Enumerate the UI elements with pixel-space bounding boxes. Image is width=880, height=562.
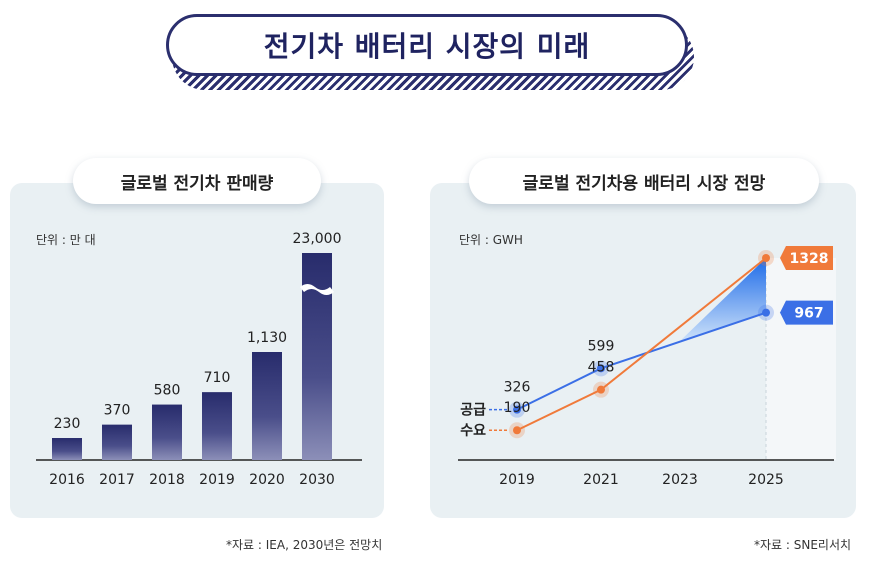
sales-source-note: *자료 : IEA, 2030년은 전망치 [226,538,383,552]
demand-point [597,385,605,394]
bar-2020 [252,352,282,460]
line-value-label: 326 [504,380,531,396]
bar-value-label: 710 [204,370,231,386]
battery-chart-title: 글로벌 전기차용 배터리 시장 전망 [469,158,819,204]
demand-legend-label: 수요 [460,423,486,439]
bar-2017 [102,424,132,460]
bar-2019 [202,392,232,460]
x-tick-label: 2019 [499,472,535,488]
demand-end-value: 1328 [790,251,829,267]
supply-legend-label: 공급 [460,403,486,419]
bar-value-label: 23,000 [293,231,342,247]
supply-point [513,405,521,414]
x-tick-label: 2018 [149,472,185,488]
line-value-label: 599 [588,338,615,354]
bar-value-label: 230 [54,416,81,432]
bar-2018 [152,404,182,460]
supply-end-value: 967 [794,306,823,322]
forecast-zone [766,258,836,460]
demand-point [513,426,521,435]
gap-area [679,258,766,343]
title-banner: 전기차 배터리 시장의 미래 [166,14,700,92]
x-tick-label: 2021 [583,472,619,488]
bar-2016 [52,438,82,460]
supply-end-tag: 967 [780,300,833,325]
page-title: 전기차 배터리 시장의 미래 [166,14,688,76]
demand-line [516,257,767,432]
line-value-label: 458 [588,360,615,376]
x-tick-label: 2020 [249,472,285,488]
demand-end-tag: 1328 [780,246,833,270]
bar-value-label: 1,130 [247,330,287,346]
supply-line [516,311,767,411]
x-tick-label: 2023 [662,472,698,488]
demand-point [762,254,770,262]
sales-chart-title: 글로벌 전기차 판매량 [73,158,321,204]
x-tick-label: 2017 [99,472,135,488]
supply-point [762,308,770,317]
supply-point [597,364,605,373]
x-tick-label: 2030 [299,472,335,488]
axis-break-mark [300,284,334,295]
line-value-label: 190 [504,400,531,416]
x-tick-label: 2016 [49,472,85,488]
sales-unit-label: 단위 : 만 대 [36,233,96,247]
bar-value-label: 580 [154,383,181,399]
bar-value-label: 370 [104,403,131,419]
x-tick-label: 2025 [748,472,784,488]
battery-source-note: *자료 : SNE리서치 [754,538,852,552]
x-tick-label: 2019 [199,472,235,488]
battery-unit-label: 단위 : GWH [459,233,523,247]
